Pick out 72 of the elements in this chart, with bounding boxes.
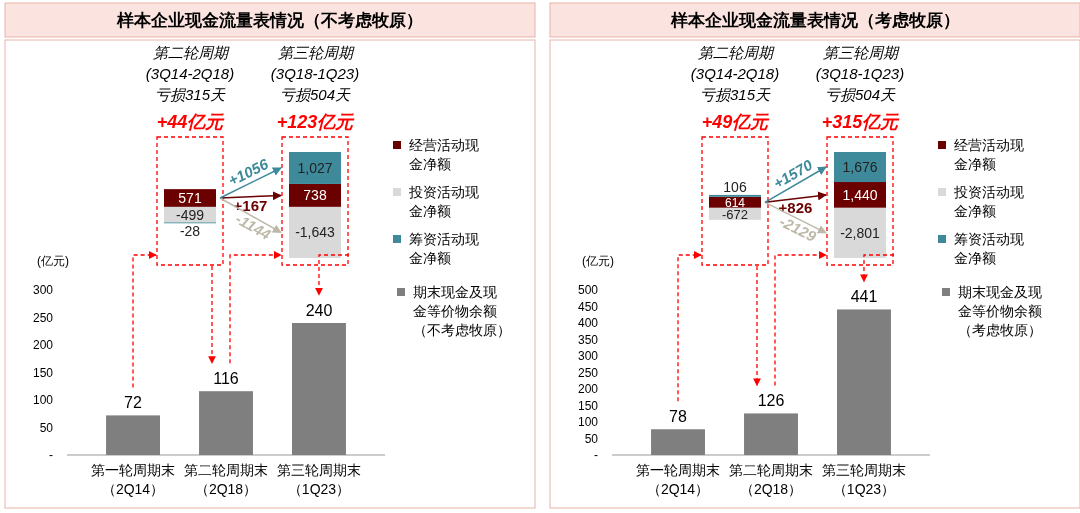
legend-label: 期末现金及现金等价物余额（考虑牧原）: [958, 284, 1042, 338]
data-label: 441: [850, 288, 878, 306]
y-tick-label: 300: [32, 283, 54, 297]
bar: [106, 415, 160, 455]
bar: [834, 207, 886, 258]
data-label: -28: [179, 223, 201, 240]
chart-title: 样本企业现金流量表情况（考虑牧原）: [669, 11, 960, 30]
data-label: 1,676: [842, 159, 878, 176]
text: +49亿元: [701, 112, 771, 132]
bar: [289, 206, 341, 258]
annotation: +1056: [225, 154, 272, 189]
text: +123亿元: [276, 112, 356, 132]
x-tick-label: 第一轮周期末（2Q14）: [91, 462, 176, 497]
text: 第二轮周期 (3Q14-2Q18) 亏损315天: [690, 44, 780, 103]
y-tick-label: 150: [32, 365, 54, 380]
data-label: -2,801: [840, 224, 881, 241]
y-tick-label: 500: [577, 283, 599, 297]
text: 第三轮周期 (3Q18-1Q23) 亏损504天: [815, 44, 905, 103]
legend-label: 经营活动现金净额: [409, 137, 479, 172]
bar: [289, 152, 341, 184]
bar: [837, 309, 891, 455]
chart-title: 样本企业现金流量表情况（不考虑牧原）: [116, 11, 423, 30]
data-label: 1,440: [842, 186, 878, 203]
data-label: 106: [723, 178, 747, 195]
x-tick-label: 第一轮周期末（2Q14）: [636, 462, 721, 497]
text: 第三轮周期 (3Q18-1Q23) 亏损504天: [270, 44, 360, 103]
data-label: 738: [303, 187, 327, 204]
legend-label: 筹资活动现金净额: [954, 231, 1024, 266]
text: +44亿元: [156, 112, 226, 132]
data-label: -499: [175, 206, 205, 223]
x-tick-label: 第二轮周期末（2Q18）: [729, 462, 813, 497]
y-tick-label: -: [49, 448, 53, 462]
y-tick-label: 250: [577, 365, 599, 380]
y-axis-title: (亿元): [582, 254, 614, 268]
legend-label: 投资活动现金净额: [408, 184, 479, 219]
y-tick-label: 350: [577, 332, 599, 347]
y-tick-label: 400: [577, 316, 599, 330]
text: 第二轮周期 (3Q14-2Q18) 亏损315天: [145, 44, 235, 103]
data-label: 126: [757, 392, 785, 410]
y-tick-label: -: [594, 448, 598, 462]
y-tick-label: 100: [32, 393, 54, 407]
bar: [651, 429, 705, 455]
bar: [292, 323, 346, 455]
data-label: 240: [305, 302, 333, 319]
legend-label: 投资活动现金净额: [953, 184, 1024, 219]
data-label: 72: [124, 394, 143, 412]
text: +315亿元: [821, 112, 901, 132]
y-tick-label: 150: [577, 398, 599, 413]
data-label: 116: [213, 370, 239, 388]
y-tick-label: 450: [577, 299, 599, 314]
legend-label: 经营活动现金净额: [954, 137, 1024, 172]
x-tick-label: 第三轮周期末（1Q23）: [276, 462, 361, 497]
legend-label: 筹资活动现金净额: [409, 231, 479, 266]
bar: [744, 413, 798, 455]
bar: [199, 391, 253, 455]
data-label: -1,643: [295, 224, 336, 241]
y-tick-label: 300: [577, 349, 599, 363]
y-tick-label: 50: [584, 431, 599, 446]
y-tick-label: 200: [32, 338, 54, 352]
x-tick-label: 第二轮周期末（2Q18）: [184, 462, 268, 497]
y-axis-title: (亿元): [37, 254, 69, 268]
y-tick-label: 100: [577, 415, 599, 429]
y-tick-label: 250: [32, 310, 54, 325]
x-tick-label: 第三轮周期末（1Q23）: [821, 462, 906, 497]
data-label: 571: [178, 190, 202, 207]
legend-label: 期末现金及现金等价物余额（不考虑牧原）: [413, 284, 511, 338]
y-tick-label: 200: [577, 382, 599, 396]
annotation: +167: [233, 196, 268, 214]
bar: [164, 189, 216, 207]
data-label: 78: [669, 408, 688, 426]
y-tick-label: 50: [39, 420, 54, 435]
data-label: 1,027: [297, 160, 333, 177]
